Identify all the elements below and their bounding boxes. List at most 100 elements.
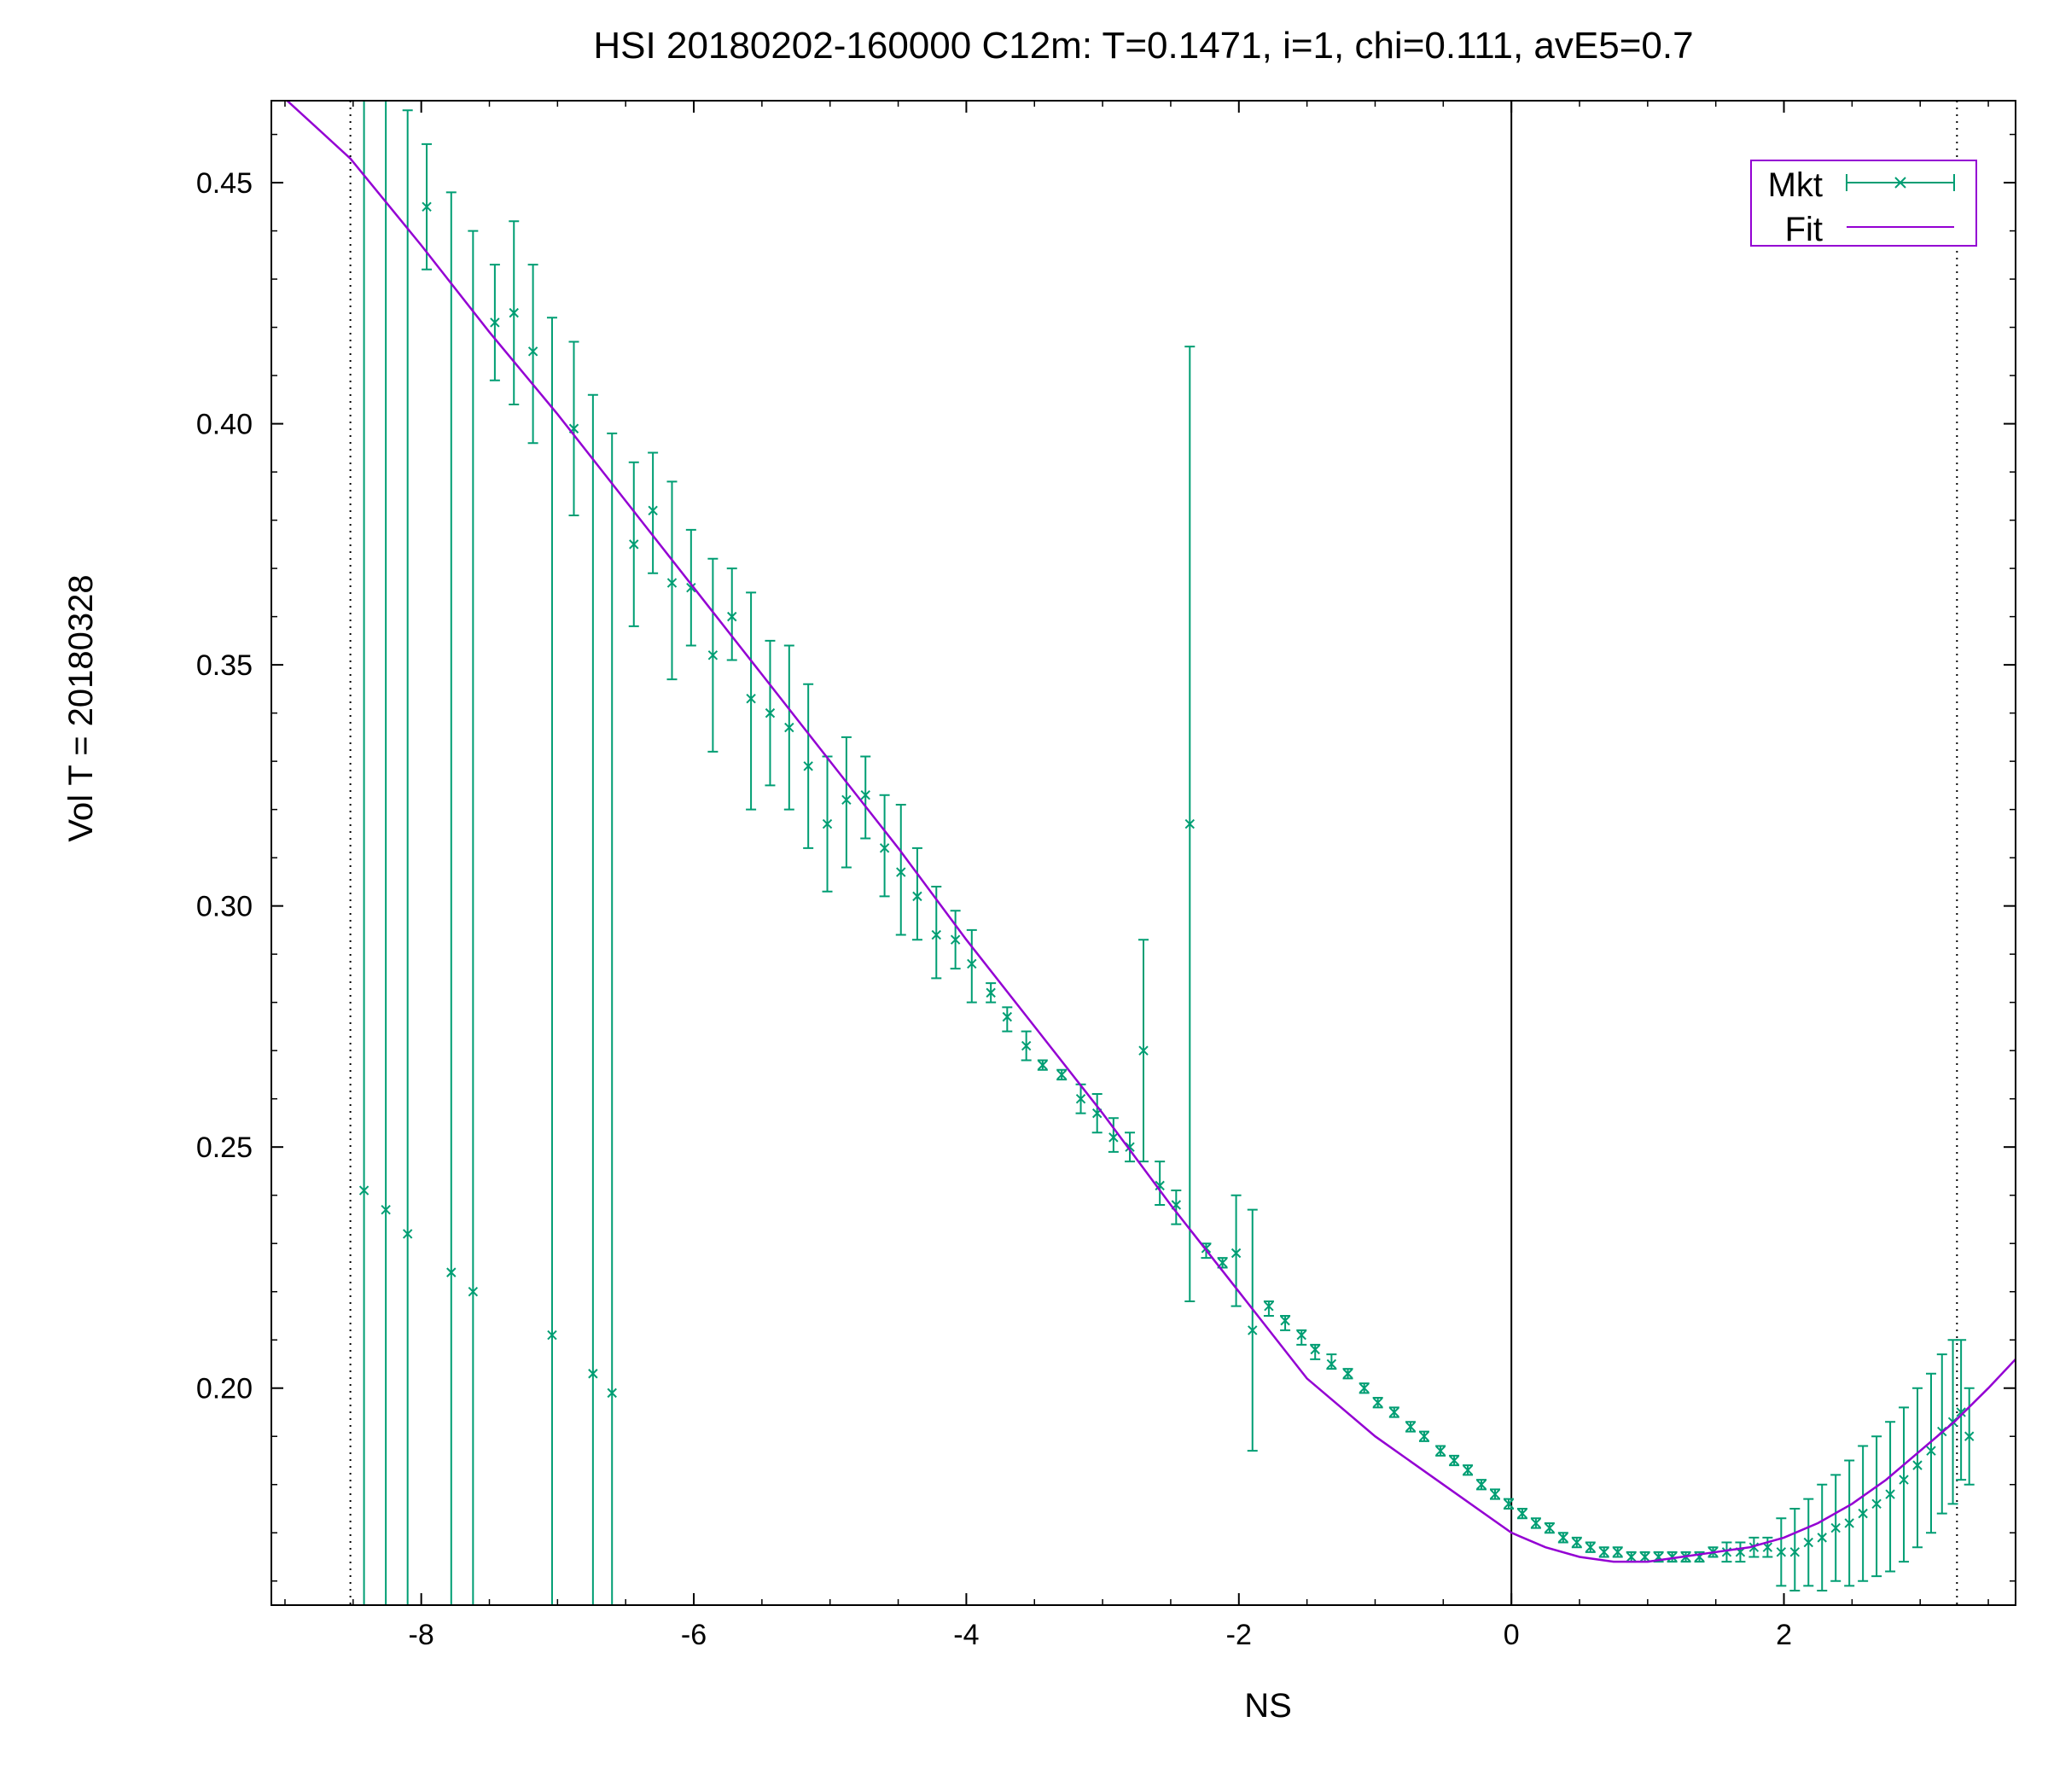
mkt-point	[1263, 1300, 1274, 1317]
mkt-point	[1138, 939, 1149, 1163]
chart-title: HSI 20180202-160000 C12m: T=0.1471, i=1,…	[593, 25, 1693, 67]
mkt-point	[707, 557, 719, 753]
mkt-point	[860, 755, 871, 840]
x-tick-label: -4	[953, 1619, 979, 1651]
y-tick-label: 0.25	[196, 1132, 253, 1164]
mkt-point	[1296, 1329, 1307, 1346]
mkt-point	[546, 317, 557, 1605]
y-axis-label: Vol T = 20180328	[62, 574, 100, 841]
mkt-point	[1964, 1387, 1975, 1486]
mkt-point	[1184, 346, 1196, 1303]
mkt-point	[358, 101, 369, 1605]
y-tick-label: 0.45	[196, 167, 253, 200]
y-tick-label: 0.20	[196, 1373, 253, 1405]
mkt-point	[1571, 1536, 1582, 1549]
mkt-point	[1735, 1541, 1746, 1563]
mkt-point	[527, 264, 538, 445]
mkt-point	[1557, 1532, 1568, 1544]
mkt-point	[1021, 1030, 1032, 1062]
mkt-point	[1171, 1190, 1182, 1225]
mkt-point	[1598, 1546, 1609, 1558]
mkt-point	[1639, 1551, 1650, 1563]
mkt-point	[1956, 1339, 1967, 1481]
mkt-point	[1435, 1445, 1446, 1457]
mkt-point	[1912, 1387, 1923, 1549]
mkt-point	[986, 982, 997, 1004]
mkt-point	[1056, 1068, 1068, 1081]
mkt-series	[358, 101, 1975, 1605]
mkt-point	[628, 461, 639, 627]
mkt-point	[509, 220, 520, 405]
mkt-point	[1463, 1464, 1474, 1476]
mkt-point	[1372, 1397, 1383, 1409]
mkt-point	[1803, 1498, 1814, 1587]
mkt-point	[1721, 1541, 1732, 1563]
legend-label-fit: Fit	[1785, 211, 1823, 248]
mkt-point	[445, 191, 457, 1605]
mkt-point	[1037, 1059, 1048, 1071]
y-tick-label: 0.40	[196, 409, 253, 441]
mkt-point	[803, 683, 814, 849]
mkt-point	[1694, 1551, 1705, 1563]
x-tick-label: 2	[1776, 1619, 1792, 1651]
mkt-point	[1405, 1421, 1416, 1433]
mkt-point	[879, 794, 890, 898]
mkt-point	[1667, 1551, 1678, 1563]
mkt-point	[381, 101, 391, 1605]
mkt-point	[1516, 1507, 1527, 1520]
x-axis-label: NS	[1244, 1687, 1292, 1725]
mkt-point	[950, 910, 961, 970]
mkt-point	[1858, 1445, 1869, 1582]
mkt-point	[489, 264, 500, 381]
mkt-point	[931, 886, 942, 980]
mkt-point	[648, 451, 659, 574]
mkt-point	[1748, 1536, 1760, 1558]
y-axis: 0.20 0.25 0.30 0.35 0.40 0.45	[196, 133, 2016, 1582]
mkt-point	[911, 847, 922, 941]
x-tick-label: -8	[409, 1619, 434, 1651]
mkt-point	[1091, 1093, 1103, 1134]
mkt-point	[1388, 1406, 1399, 1418]
fit-line	[285, 101, 2016, 1563]
mkt-point	[1612, 1546, 1623, 1558]
mkt-point	[1125, 1132, 1136, 1163]
mkt-point	[1776, 1517, 1787, 1587]
mkt-point	[1217, 1257, 1228, 1269]
mkt-point	[1247, 1208, 1258, 1452]
legend-label-mkt: Mkt	[1768, 166, 1823, 204]
mkt-point	[1899, 1406, 1910, 1563]
mkt-point	[1871, 1435, 1882, 1578]
mkt-point	[1449, 1454, 1460, 1467]
mkt-point	[1489, 1488, 1500, 1500]
mkt-point	[666, 480, 678, 681]
mkt-point	[1476, 1479, 1487, 1491]
mkt-point	[1530, 1517, 1541, 1529]
mkt-point	[1626, 1551, 1637, 1563]
mkt-point	[1342, 1368, 1353, 1380]
mkt-point	[1231, 1194, 1242, 1307]
mkt-point	[1503, 1498, 1514, 1510]
mkt-point	[1310, 1343, 1321, 1360]
mkt-point	[966, 928, 977, 1004]
mkt-point	[1830, 1474, 1841, 1582]
mkt-point	[1885, 1421, 1896, 1573]
mkt-point	[822, 755, 833, 893]
mkt-point	[468, 230, 479, 1605]
mkt-point	[685, 528, 696, 647]
mkt-point	[568, 340, 579, 516]
mkt-point	[1359, 1382, 1370, 1394]
x-tick-label: 0	[1504, 1619, 1520, 1651]
x-axis: -8 -6 -4 -2 0 2	[284, 101, 1989, 1651]
mkt-point	[1936, 1353, 1947, 1515]
legend: Mkt Fit	[1750, 160, 1977, 248]
mkt-point	[1544, 1521, 1555, 1534]
mkt-point	[1653, 1551, 1664, 1563]
mkt-point	[607, 432, 618, 1605]
mkt-point	[1002, 1006, 1013, 1033]
mkt-point	[841, 736, 852, 869]
mkt-point	[783, 644, 794, 811]
mkt-point	[587, 393, 598, 1605]
legend-mkt-swatch	[1846, 174, 1955, 191]
mkt-point	[726, 567, 737, 661]
